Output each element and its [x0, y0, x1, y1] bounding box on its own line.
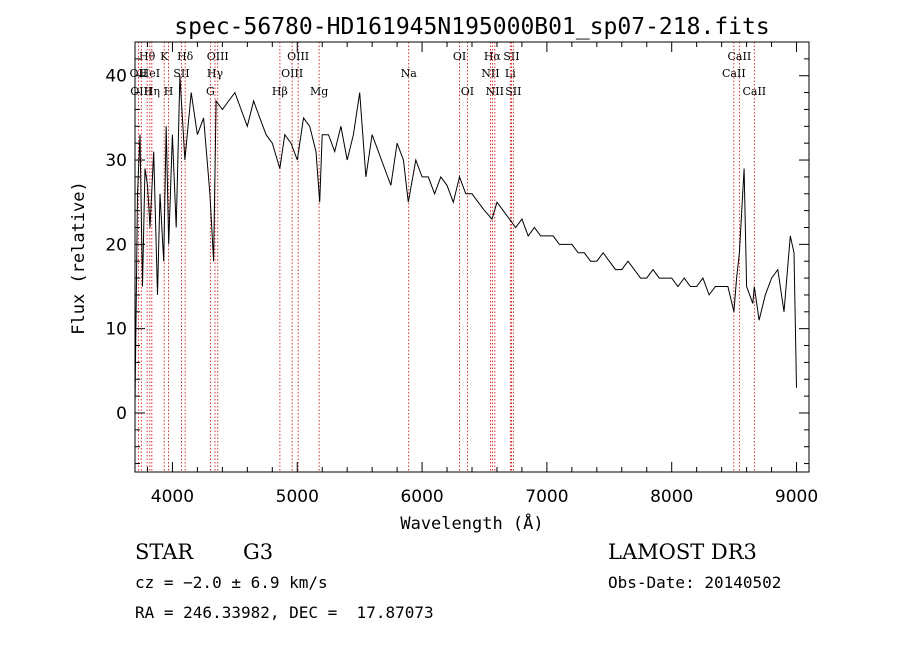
x-tick-label-5: 9000: [775, 487, 818, 507]
marker-label-17: OI: [453, 50, 466, 63]
x-tick-label-0: 4000: [151, 487, 194, 507]
marker-label-5: K: [160, 50, 169, 63]
marker-label-7: SII: [173, 67, 189, 80]
marker-label-8: Hδ: [177, 50, 194, 63]
y-axis-label: Flux (relative): [69, 181, 89, 335]
marker-label-4: Hη: [144, 85, 160, 98]
axis-ticks: 4000 5000 6000 7000 8000 9000 0 10 20 30 40: [105, 41, 818, 507]
y-tick-label-3: 30: [105, 151, 127, 171]
marker-label-18: OI: [461, 85, 474, 98]
marker-label-3: HeI: [140, 67, 160, 80]
marker-label-26: CaII: [722, 67, 746, 80]
object-class: STAR: [135, 540, 194, 564]
plot-frame: [134, 41, 810, 473]
x-tick-label-4: 8000: [650, 487, 693, 507]
spectral-subclass: G3: [243, 540, 274, 564]
marker-label-19: Hα: [484, 50, 502, 63]
marker-label-1: OII: [130, 67, 148, 80]
x-tick-label-3: 7000: [525, 487, 568, 507]
marker-label-23: Li: [505, 67, 516, 80]
y-tick-label-2: 20: [105, 235, 127, 255]
marker-label-0: Hθ: [139, 50, 156, 63]
y-tick-label-1: 10: [105, 320, 127, 340]
marker-label-21: NII: [486, 85, 504, 98]
spectrum-line: [134, 75, 797, 405]
marker-label-15: Mg: [310, 85, 328, 98]
marker-label-13: OIII: [287, 50, 309, 63]
y-tick-label-0: 0: [116, 404, 127, 424]
marker-label-27: CaII: [742, 85, 766, 98]
x-tick-label-1: 5000: [276, 487, 319, 507]
chart-title: spec-56780-HD161945N195000B01_sp07-218.f…: [174, 14, 769, 40]
marker-label-10: Hγ: [207, 67, 224, 80]
survey-name: LAMOST DR3: [608, 540, 757, 564]
marker-label-22: SII: [503, 50, 519, 63]
marker-label-16: Na: [401, 67, 418, 80]
coordinates: RA = 246.33982, DEC = 17.87073: [135, 603, 434, 622]
y-tick-label-4: 40: [105, 67, 127, 87]
redshift-value: cz = −2.0 ± 6.9 km/s: [135, 573, 328, 592]
marker-label-24: SII: [505, 85, 521, 98]
marker-label-12: Hβ: [272, 85, 288, 98]
observation-date: Obs-Date: 20140502: [608, 573, 782, 592]
marker-label-9: OIII: [207, 50, 229, 63]
marker-label-11: G: [206, 85, 215, 98]
marker-label-25: CaII: [728, 50, 752, 63]
marker-label-6: H: [164, 85, 174, 98]
marker-label-14: OIII: [281, 67, 303, 80]
x-tick-label-2: 6000: [400, 487, 443, 507]
line-markers: Hθ OII OIII HeI Hη K H SII Hδ OIII Hγ G Hβ OIII OIII Mg…: [130, 42, 766, 472]
marker-label-2: OIII: [130, 85, 152, 98]
marker-label-20: NII: [481, 67, 499, 80]
x-axis-label: Wavelength (Å): [400, 512, 543, 534]
